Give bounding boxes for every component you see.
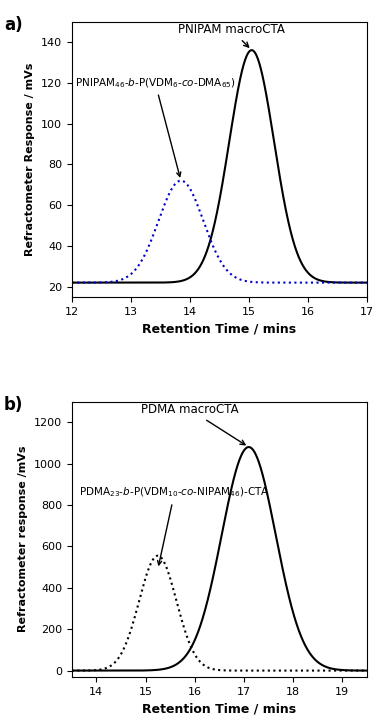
Text: PNIPAM macroCTA: PNIPAM macroCTA [178,23,285,47]
Text: PDMA$_{23}$-$b$-P(VDM$_{10}$-$co$-NIPAM$_{46}$)-CTA: PDMA$_{23}$-$b$-P(VDM$_{10}$-$co$-NIPAM$… [79,486,270,565]
Text: b): b) [4,396,23,414]
Y-axis label: Refractometer Response / mVs: Refractometer Response / mVs [25,63,36,256]
X-axis label: Retention Time / mins: Retention Time / mins [142,322,296,336]
X-axis label: Retention Time / mins: Retention Time / mins [142,702,296,715]
Text: PNIPAM$_{46}$-$b$-P(VDM$_{6}$-$co$-DMA$_{65}$): PNIPAM$_{46}$-$b$-P(VDM$_{6}$-$co$-DMA$_… [75,76,235,176]
Y-axis label: Refractometer response /mVs: Refractometer response /mVs [19,446,28,632]
Text: PDMA macroCTA: PDMA macroCTA [141,403,245,445]
Text: a): a) [4,16,23,34]
